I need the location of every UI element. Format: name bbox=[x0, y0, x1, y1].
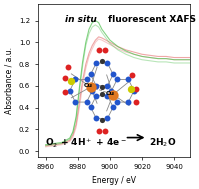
Point bbox=[63, 77, 66, 80]
Point bbox=[95, 84, 98, 87]
Point bbox=[63, 91, 66, 94]
Point bbox=[111, 93, 115, 96]
Point bbox=[95, 117, 98, 120]
Point bbox=[110, 89, 113, 92]
X-axis label: Energy / eV: Energy / eV bbox=[92, 176, 136, 185]
Point bbox=[89, 106, 92, 109]
Point bbox=[74, 101, 77, 104]
Point bbox=[100, 119, 103, 122]
Point bbox=[103, 49, 107, 52]
Point bbox=[97, 49, 100, 52]
Point bbox=[131, 74, 134, 77]
Point bbox=[89, 73, 92, 76]
Point bbox=[74, 78, 77, 81]
Text: O$_2$ + 4H$^+$ + 4e$^-$: O$_2$ + 4H$^+$ + 4e$^-$ bbox=[45, 137, 127, 150]
Point bbox=[66, 66, 70, 69]
Text: Cu: Cu bbox=[106, 91, 115, 96]
Point bbox=[95, 94, 98, 97]
Point bbox=[106, 84, 109, 87]
Text: fluorescent XAFS: fluorescent XAFS bbox=[105, 15, 196, 24]
Point bbox=[106, 94, 109, 97]
Point bbox=[85, 78, 88, 81]
Point bbox=[100, 92, 103, 95]
Point bbox=[70, 80, 73, 83]
Point bbox=[116, 101, 119, 104]
Text: 2H$_2$O: 2H$_2$O bbox=[149, 137, 176, 149]
Point bbox=[103, 129, 107, 132]
Point bbox=[132, 89, 136, 92]
Text: in situ: in situ bbox=[65, 15, 97, 24]
Point bbox=[89, 85, 92, 88]
Point bbox=[106, 62, 109, 65]
Text: Cu: Cu bbox=[84, 83, 93, 88]
Point bbox=[134, 101, 137, 104]
Point bbox=[134, 88, 137, 91]
Point bbox=[106, 117, 109, 120]
Point bbox=[116, 78, 119, 81]
Point bbox=[68, 89, 71, 92]
Point bbox=[127, 78, 130, 81]
Point bbox=[97, 129, 100, 132]
Y-axis label: Absorbance / a.u.: Absorbance / a.u. bbox=[4, 47, 13, 114]
Point bbox=[127, 101, 130, 104]
Point bbox=[100, 86, 103, 89]
Point bbox=[129, 88, 132, 91]
Point bbox=[85, 101, 88, 104]
Point bbox=[111, 73, 115, 76]
Point bbox=[111, 106, 115, 109]
Point bbox=[91, 89, 94, 92]
Point bbox=[100, 60, 103, 63]
Point bbox=[95, 62, 98, 65]
